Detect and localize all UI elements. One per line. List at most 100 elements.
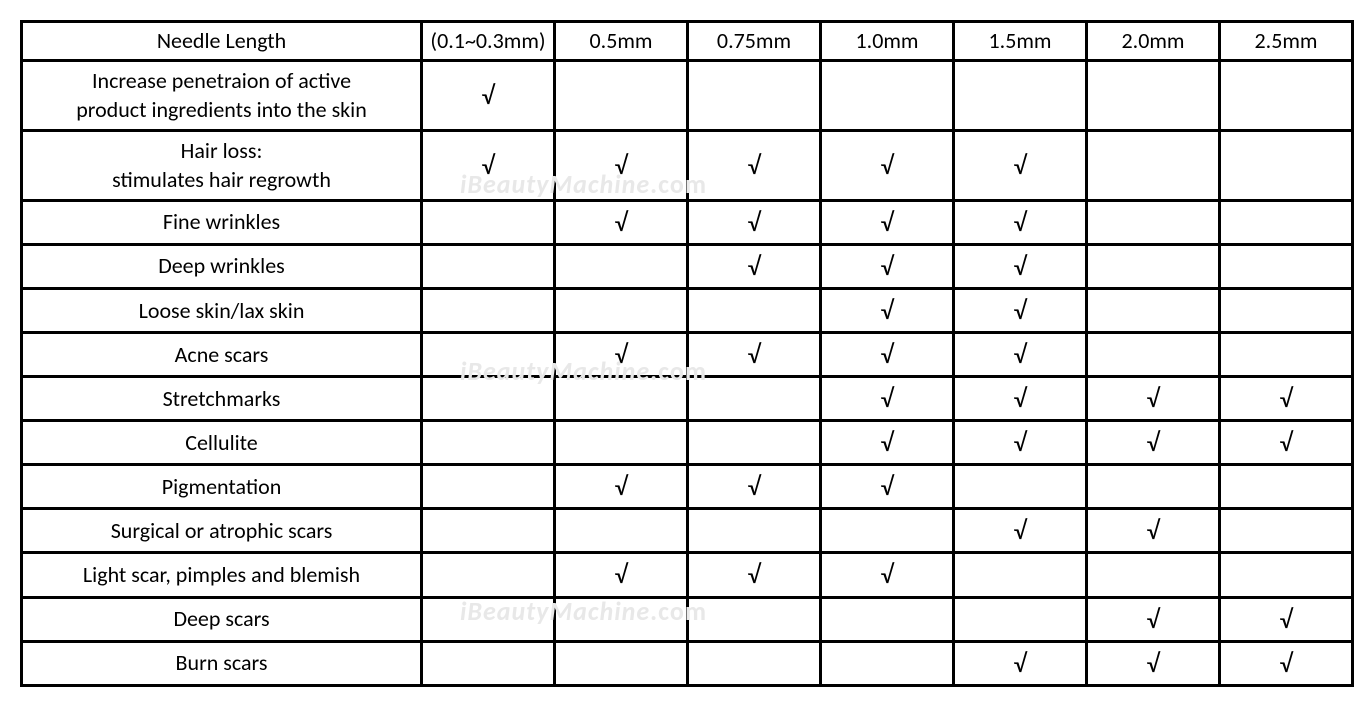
check-cell: √ <box>954 200 1087 244</box>
row-label: Light scar, pimples and blemish <box>22 553 422 597</box>
check-cell <box>555 288 688 332</box>
check-cell: √ <box>555 553 688 597</box>
table-header-row: Needle Length (0.1~0.3mm) 0.5mm 0.75mm 1… <box>22 22 1353 61</box>
table-row: Deep scars√√ <box>22 597 1353 641</box>
check-cell <box>555 509 688 553</box>
check-cell <box>821 597 954 641</box>
check-cell <box>422 288 555 332</box>
header-col-1: 0.5mm <box>555 22 688 61</box>
check-cell: √ <box>555 200 688 244</box>
check-cell <box>422 244 555 288</box>
row-label: Hair loss:stimulates hair regrowth <box>22 130 422 200</box>
check-cell <box>688 597 821 641</box>
check-cell: √ <box>821 288 954 332</box>
check-cell <box>1087 60 1220 130</box>
row-label: Deep scars <box>22 597 422 641</box>
check-cell: √ <box>821 244 954 288</box>
table-row: Pigmentation√√√ <box>22 465 1353 509</box>
check-cell: √ <box>954 288 1087 332</box>
check-cell <box>688 509 821 553</box>
check-cell: √ <box>1220 377 1353 421</box>
check-cell: √ <box>954 332 1087 376</box>
check-cell: √ <box>821 553 954 597</box>
check-cell: √ <box>1087 509 1220 553</box>
check-cell <box>1087 200 1220 244</box>
check-cell: √ <box>1220 597 1353 641</box>
check-cell <box>1220 332 1353 376</box>
check-cell: √ <box>555 332 688 376</box>
check-cell <box>555 421 688 465</box>
check-cell <box>821 641 954 685</box>
header-label: Needle Length <box>22 22 422 61</box>
table-row: Cellulite√√√√ <box>22 421 1353 465</box>
check-cell <box>1220 60 1353 130</box>
table-row: Increase penetraion of activeproduct ing… <box>22 60 1353 130</box>
check-cell <box>422 377 555 421</box>
check-cell: √ <box>688 553 821 597</box>
check-cell <box>422 465 555 509</box>
row-label: Cellulite <box>22 421 422 465</box>
check-cell: √ <box>688 332 821 376</box>
row-label: Increase penetraion of activeproduct ing… <box>22 60 422 130</box>
header-col-3: 1.0mm <box>821 22 954 61</box>
check-cell: √ <box>422 60 555 130</box>
table-row: Stretchmarks√√√√ <box>22 377 1353 421</box>
row-label: Fine wrinkles <box>22 200 422 244</box>
check-cell <box>954 60 1087 130</box>
check-cell <box>1087 288 1220 332</box>
check-cell <box>1087 244 1220 288</box>
check-cell: √ <box>954 377 1087 421</box>
check-cell: √ <box>688 200 821 244</box>
check-cell: √ <box>688 244 821 288</box>
check-cell: √ <box>954 641 1087 685</box>
header-col-5: 2.0mm <box>1087 22 1220 61</box>
check-cell: √ <box>555 465 688 509</box>
check-cell: √ <box>954 244 1087 288</box>
table-body: Increase penetraion of activeproduct ing… <box>22 60 1353 685</box>
check-cell <box>1087 553 1220 597</box>
check-cell: √ <box>954 421 1087 465</box>
check-cell: √ <box>821 377 954 421</box>
row-label: Stretchmarks <box>22 377 422 421</box>
table-row: Surgical or atrophic scars√√ <box>22 509 1353 553</box>
check-cell <box>1087 130 1220 200</box>
check-cell: √ <box>821 200 954 244</box>
table-row: Hair loss:stimulates hair regrowth√√√√√ <box>22 130 1353 200</box>
check-cell: √ <box>688 130 821 200</box>
check-cell: √ <box>422 130 555 200</box>
row-label: Acne scars <box>22 332 422 376</box>
table-wrap: iBeautyMachine.comiBeautyMachine.comiBea… <box>20 20 1350 687</box>
check-cell <box>688 288 821 332</box>
needle-length-table: Needle Length (0.1~0.3mm) 0.5mm 0.75mm 1… <box>20 20 1354 687</box>
check-cell <box>555 60 688 130</box>
check-cell <box>422 509 555 553</box>
check-cell <box>422 597 555 641</box>
table-row: Deep wrinkles√√√ <box>22 244 1353 288</box>
check-cell <box>688 421 821 465</box>
check-cell <box>954 597 1087 641</box>
check-cell <box>1220 130 1353 200</box>
check-cell <box>821 60 954 130</box>
header-col-4: 1.5mm <box>954 22 1087 61</box>
check-cell <box>555 641 688 685</box>
check-cell <box>688 60 821 130</box>
table-row: Loose skin/lax skin√√ <box>22 288 1353 332</box>
check-cell <box>1220 288 1353 332</box>
row-label: Surgical or atrophic scars <box>22 509 422 553</box>
check-cell: √ <box>1087 421 1220 465</box>
check-cell: √ <box>1087 377 1220 421</box>
row-label: Pigmentation <box>22 465 422 509</box>
row-label: Burn scars <box>22 641 422 685</box>
check-cell <box>1220 200 1353 244</box>
table-row: Light scar, pimples and blemish√√√ <box>22 553 1353 597</box>
header-col-0: (0.1~0.3mm) <box>422 22 555 61</box>
check-cell <box>422 641 555 685</box>
check-cell: √ <box>821 465 954 509</box>
check-cell: √ <box>954 130 1087 200</box>
check-cell <box>1087 332 1220 376</box>
table-row: Burn scars√√√ <box>22 641 1353 685</box>
check-cell <box>555 377 688 421</box>
check-cell <box>555 597 688 641</box>
check-cell <box>1220 465 1353 509</box>
check-cell <box>555 244 688 288</box>
